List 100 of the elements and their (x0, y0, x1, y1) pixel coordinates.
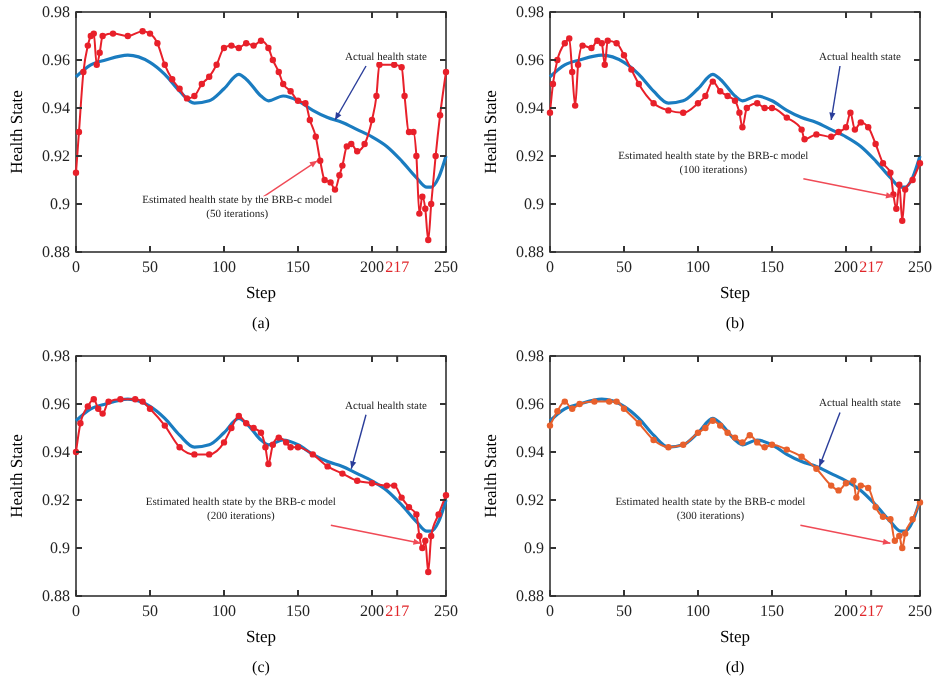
point (842, 124, 850, 131)
x-tick-label: 0 (72, 258, 80, 276)
x-axis-title: Step (245, 626, 277, 646)
y-tick-label: 0.94 (516, 99, 544, 118)
point (546, 109, 554, 116)
point (761, 444, 768, 451)
point (768, 104, 776, 112)
point (783, 446, 790, 453)
point (428, 532, 435, 540)
point (413, 511, 420, 518)
point (865, 124, 872, 131)
point (724, 92, 731, 100)
point (604, 37, 611, 44)
point (250, 424, 257, 432)
y-tick-label: 0.92 (516, 491, 544, 510)
point (851, 126, 859, 133)
point (902, 530, 909, 537)
point (891, 537, 899, 544)
point (916, 160, 924, 167)
point (835, 128, 842, 136)
point (262, 444, 269, 451)
x-tick-label: 200 (360, 602, 384, 620)
point (717, 422, 724, 429)
point (282, 439, 290, 446)
point (731, 97, 739, 104)
x-tick-label: 0 (72, 602, 80, 620)
x-tick-label: 250 (908, 602, 932, 620)
point (235, 412, 242, 420)
point (709, 78, 716, 85)
point (754, 439, 761, 446)
point (847, 109, 854, 116)
point (813, 131, 820, 138)
point (887, 169, 894, 176)
point (442, 492, 450, 499)
x-tick-label: 100 (686, 258, 710, 276)
text: (b) (725, 314, 745, 332)
x-tick-label: 100 (686, 602, 710, 620)
point (243, 420, 250, 427)
point (324, 463, 331, 470)
y-tick-label: 0.96 (516, 51, 544, 70)
point (561, 398, 568, 405)
point (549, 80, 557, 88)
point (850, 477, 857, 484)
x-tick-label: 150 (286, 258, 310, 276)
point (191, 451, 198, 458)
point (176, 444, 183, 451)
y-tick-label: 0.96 (42, 51, 70, 70)
y-tick-label: 0.98 (42, 347, 70, 366)
point (269, 441, 277, 448)
y-tick-label: 0.88 (516, 587, 544, 606)
point (717, 88, 724, 95)
point (579, 42, 586, 49)
point (257, 429, 265, 436)
x-tick-label: 217 (385, 602, 410, 620)
point (754, 100, 761, 107)
point (702, 92, 709, 100)
y-tick-label: 0.92 (42, 491, 70, 510)
y-tick-label: 0.92 (42, 147, 70, 166)
y-tick-label: 0.9 (50, 539, 70, 558)
point (566, 35, 573, 42)
point (798, 126, 805, 133)
point (828, 133, 835, 140)
y-tick-label: 0.94 (42, 443, 70, 462)
point (813, 465, 820, 472)
point (731, 434, 739, 441)
point (680, 441, 687, 448)
point (635, 420, 642, 427)
point (368, 480, 376, 487)
point (835, 487, 842, 494)
point (275, 434, 282, 441)
point (902, 186, 909, 193)
point (783, 114, 790, 121)
point (709, 417, 716, 424)
point (561, 40, 568, 47)
y-tick-label: 0.92 (516, 147, 544, 166)
x-tick-label: 150 (760, 602, 784, 620)
point (613, 40, 620, 47)
point (422, 537, 429, 544)
point (576, 400, 583, 408)
text: (d) (725, 658, 745, 676)
point (588, 44, 595, 52)
point (398, 494, 405, 501)
text: (c) (252, 658, 271, 676)
line-series (74, 53, 448, 189)
line-series (546, 35, 924, 224)
point (569, 68, 576, 76)
point (598, 40, 605, 47)
x-tick-label: 217 (859, 602, 884, 620)
x-tick-label: 150 (286, 602, 310, 620)
point (899, 217, 906, 224)
point (899, 544, 906, 552)
point (872, 504, 879, 511)
point (694, 100, 702, 107)
point (739, 124, 746, 131)
point (546, 422, 554, 429)
y-tick-label: 0.88 (42, 243, 70, 262)
point (620, 405, 628, 412)
point (405, 504, 413, 511)
point (798, 453, 805, 460)
point (887, 516, 894, 523)
